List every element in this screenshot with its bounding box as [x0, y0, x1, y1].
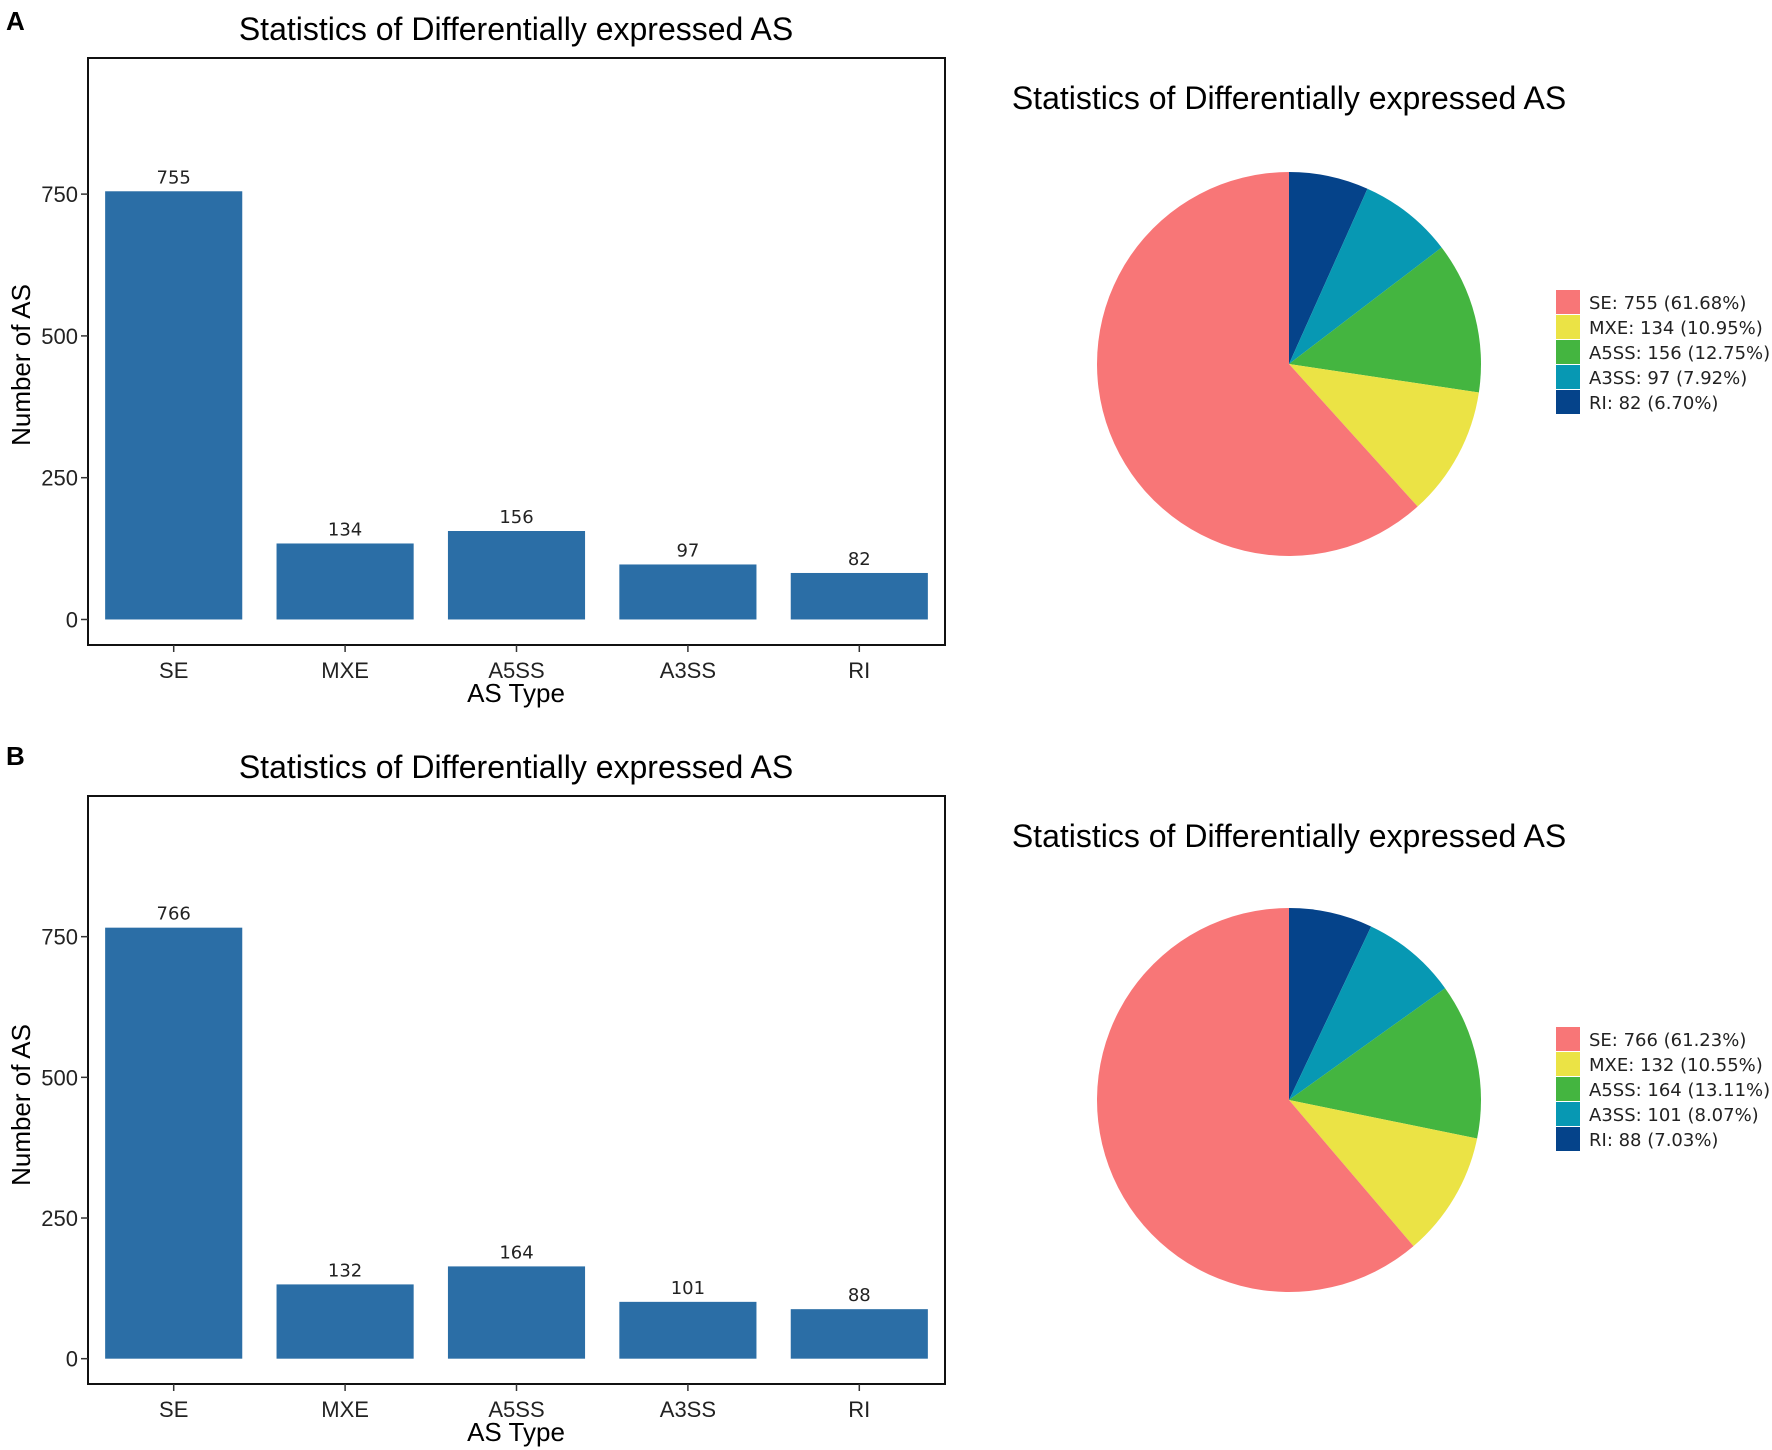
x-axis-title: AS Type: [467, 678, 565, 708]
x-tick-label: RI: [848, 1397, 870, 1422]
bar-a3ss: [619, 564, 757, 620]
y-tick-label: 750: [41, 182, 78, 207]
legend-label-a5ss: A5SS: 156 (12.75%): [1589, 343, 1770, 364]
legend-swatch-se: [1556, 1027, 1580, 1051]
legend-swatch-a5ss: [1556, 340, 1580, 364]
bar-a5ss: [447, 1266, 586, 1359]
bar-value-label: 134: [328, 519, 362, 540]
bar-chart-b: Statistics of Differentially expressed A…: [6, 749, 946, 1447]
pie-chart-b: Statistics of Differentially expressed A…: [1012, 818, 1770, 1292]
bar-ri: [790, 1309, 928, 1359]
bar-chart-title: Statistics of Differentially expressed A…: [239, 749, 793, 785]
legend-label-ri: RI: 82 (6.70%): [1589, 393, 1718, 414]
legend-swatch-se: [1556, 290, 1580, 314]
pie-chart-title: Statistics of Differentially expressed A…: [1012, 80, 1566, 116]
pie-slice-ri: [1289, 908, 1372, 1100]
legend-swatch-ri: [1556, 390, 1580, 414]
bar-value-label: 82: [848, 549, 871, 570]
y-tick-label: 250: [41, 1206, 78, 1231]
y-tick-label: 250: [41, 466, 78, 491]
x-axis-title: AS Type: [467, 1417, 565, 1447]
x-tick-label: SE: [159, 1397, 188, 1422]
legend-swatch-a3ss: [1556, 365, 1580, 389]
pie-slice-se: [1097, 172, 1418, 556]
bar-mxe: [276, 1284, 414, 1359]
legend-swatch-ri: [1556, 1127, 1580, 1151]
pie-slice-se: [1096, 908, 1414, 1292]
legend-label-mxe: MXE: 132 (10.55%): [1589, 1055, 1763, 1076]
legend-label-a3ss: A3SS: 101 (8.07%): [1589, 1105, 1759, 1126]
x-tick-label: MXE: [321, 658, 369, 683]
legend-label-mxe: MXE: 134 (10.95%): [1589, 318, 1763, 339]
pie-slice-a3ss: [1289, 188, 1442, 364]
x-tick-label: A3SS: [660, 658, 716, 683]
pie-chart-a: Statistics of Differentially expressed A…: [1012, 80, 1770, 556]
pie-slice-mxe: [1289, 1100, 1478, 1247]
legend-label-a3ss: A3SS: 97 (7.92%): [1589, 368, 1747, 389]
bar-value-label: 97: [676, 540, 699, 561]
legend-label-a5ss: A5SS: 164 (13.11%): [1589, 1080, 1770, 1101]
x-tick-label: A5SS: [488, 658, 544, 683]
pie-slice-a5ss: [1289, 247, 1481, 393]
y-tick-label: 0: [66, 1347, 78, 1372]
legend-label-se: SE: 755 (61.68%): [1589, 293, 1746, 314]
x-tick-label: A5SS: [488, 1397, 544, 1422]
pie-slice-a3ss: [1289, 926, 1446, 1100]
legend-swatch-mxe: [1556, 315, 1580, 339]
x-tick-label: SE: [159, 658, 188, 683]
pie-slice-mxe: [1289, 364, 1479, 507]
panel-label-b: B: [6, 741, 25, 771]
legend-label-se: SE: 766 (61.23%): [1589, 1030, 1746, 1051]
x-tick-label: A3SS: [660, 1397, 716, 1422]
bar-chart-a: Statistics of Differentially expressed A…: [6, 11, 946, 708]
bar-value-label: 132: [328, 1260, 362, 1281]
bar-value-label: 88: [848, 1285, 871, 1306]
x-tick-label: MXE: [321, 1397, 369, 1422]
legend-swatch-a3ss: [1556, 1102, 1580, 1126]
pie-slice-a5ss: [1289, 988, 1481, 1139]
pie-slice-ri: [1289, 172, 1368, 364]
bar-se: [105, 191, 243, 620]
bar-value-label: 766: [157, 904, 191, 925]
bar-chart-title: Statistics of Differentially expressed A…: [239, 11, 793, 47]
x-tick-label: RI: [848, 658, 870, 683]
legend-label-ri: RI: 88 (7.03%): [1589, 1130, 1718, 1151]
bar-value-label: 755: [157, 167, 191, 188]
bar-mxe: [276, 543, 414, 620]
bar-a3ss: [619, 1301, 757, 1359]
panel-label-a: A: [6, 6, 25, 36]
y-tick-label: 750: [41, 925, 78, 950]
bar-value-label: 101: [671, 1278, 705, 1299]
y-axis-title: Number of AS: [6, 284, 36, 446]
bar-ri: [790, 572, 928, 620]
legend-swatch-mxe: [1556, 1052, 1580, 1076]
bar-a5ss: [447, 531, 586, 620]
bar-value-label: 164: [499, 1242, 533, 1263]
y-tick-label: 500: [41, 324, 78, 349]
bar-se: [105, 927, 243, 1359]
y-axis-title: Number of AS: [6, 1024, 36, 1186]
legend-swatch-a5ss: [1556, 1077, 1580, 1101]
y-tick-label: 500: [41, 1065, 78, 1090]
y-tick-label: 0: [66, 607, 78, 632]
pie-chart-title: Statistics of Differentially expressed A…: [1012, 818, 1566, 854]
bar-value-label: 156: [499, 507, 533, 528]
